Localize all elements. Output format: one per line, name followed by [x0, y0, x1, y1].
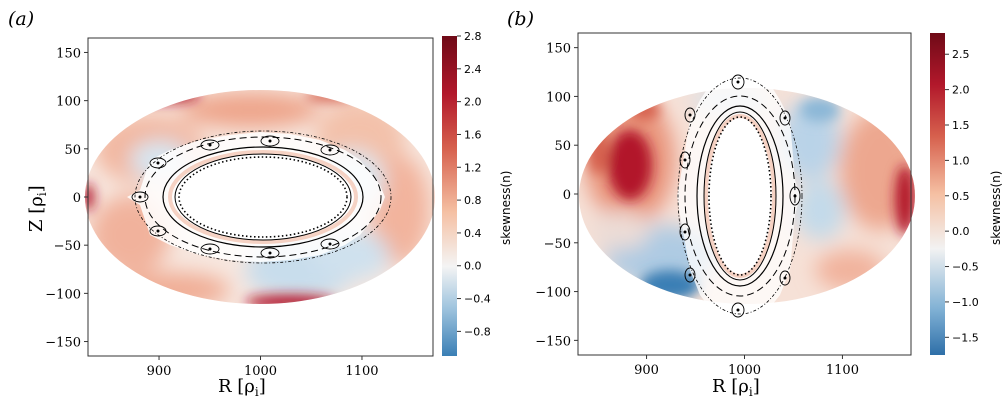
panel-a-colorbar-label: skewness(n): [499, 171, 513, 245]
panel-a-xtick-label-0: 900: [147, 364, 172, 379]
panel-a-cbar-tick-label-1: 2.4: [464, 63, 482, 76]
panel-a-cbar-tick-label-7: 0.0: [464, 260, 482, 273]
panel-b-ytick-label-4: −50: [544, 237, 571, 252]
panel-b-cbar-tick-label-6: −0.5: [952, 261, 979, 274]
panel-b-cbar-tick-label-3: 1.0: [952, 154, 970, 167]
panel-a-colorbar-ticks: 2.8 2.4 2.0 1.6 1.2 0.8 0.4 0.0 −0.4 −0.8: [457, 30, 491, 338]
panel-b-ytick-label-1: 100: [546, 90, 571, 105]
panel-a-cbar-tick-label-3: 1.6: [464, 128, 482, 141]
panel-b-xlabel: R [ρi]: [712, 376, 760, 399]
panel-a-ytick-label-4: −50: [54, 239, 81, 254]
panel-a-ytick-label-6: −150: [45, 336, 81, 351]
panel-a-ytick-label-2: 50: [64, 143, 81, 158]
panel-a-xtick-label-1: 1000: [244, 364, 277, 379]
panel-b-cbar-tick-label-7: −1.0: [952, 296, 979, 309]
panel-a-axes: 900 1000 1100 150 100 50 0 −50 −100 −150: [45, 46, 378, 379]
panel-b-cbar-tick-label-0: 2.5: [952, 48, 970, 61]
panel-a-cbar-tick-label-5: 0.8: [464, 194, 482, 207]
panel-b-axes: 900 1000 1100 150 100 50 0 −50 −100 −150: [535, 42, 859, 378]
panel-b-heatmap: [579, 68, 915, 322]
panel-a-cbar-tick-label-4: 1.2: [464, 161, 482, 174]
panel-a-ytick-label-1: 100: [56, 95, 81, 110]
panel-a-cbar-tick-label-9: −0.8: [464, 325, 491, 338]
panel-a-cbar-tick-label-8: −0.4: [464, 293, 491, 306]
panel-b-cbar-tick-label-4: 0.5: [952, 190, 970, 203]
panel-b-xtick-label-2: 1100: [826, 363, 859, 378]
panel-a-label: (a): [8, 8, 34, 30]
panel-a-xlabel: R [ρi]: [218, 376, 266, 399]
panel-a-ytick-label-0: 150: [56, 46, 81, 61]
panel-b-ytick-label-3: 0: [563, 188, 571, 203]
panel-b-ytick-label-0: 150: [546, 42, 571, 57]
panel-b-ytick-label-5: −100: [535, 286, 571, 301]
panel-a-heatmap: [85, 90, 435, 304]
panel-b-xtick-label-1: 1000: [728, 363, 761, 378]
panel-b-ytick-label-2: 50: [554, 139, 571, 154]
panel-a-ytick-label-3: 0: [73, 191, 81, 206]
panel-b-cbar-tick-label-2: 1.5: [952, 119, 970, 132]
panel-b-label: (b): [507, 8, 534, 30]
panel-a-cbar-tick-label-2: 2.0: [464, 96, 482, 109]
panel-b-xtick-label-0: 900: [634, 363, 659, 378]
panel-a-cbar-tick-label-6: 0.4: [464, 227, 482, 240]
panel-b-colorbar: [930, 33, 945, 355]
panel-b-colorbar-label: skewness(n): [989, 171, 1003, 245]
panel-b-cbar-tick-label-5: 0.0: [952, 225, 970, 238]
panel-b-cbar-tick-label-1: 2.0: [952, 84, 970, 97]
panel-a-ytick-label-5: −100: [45, 287, 81, 302]
panel-a-xtick-label-2: 1100: [345, 364, 378, 379]
panel-a-ylabel: Z [ρi]: [26, 185, 49, 232]
panel-b-cbar-tick-label-8: −1.5: [952, 331, 979, 344]
panel-a-colorbar: [442, 36, 457, 356]
panel-b-colorbar-ticks: 2.5 2.0 1.5 1.0 0.5 0.0 −0.5 −1.0 −1.5: [945, 48, 979, 344]
panel-a-cbar-tick-label-0: 2.8: [464, 30, 482, 43]
panel-b-ytick-label-6: −150: [535, 334, 571, 349]
